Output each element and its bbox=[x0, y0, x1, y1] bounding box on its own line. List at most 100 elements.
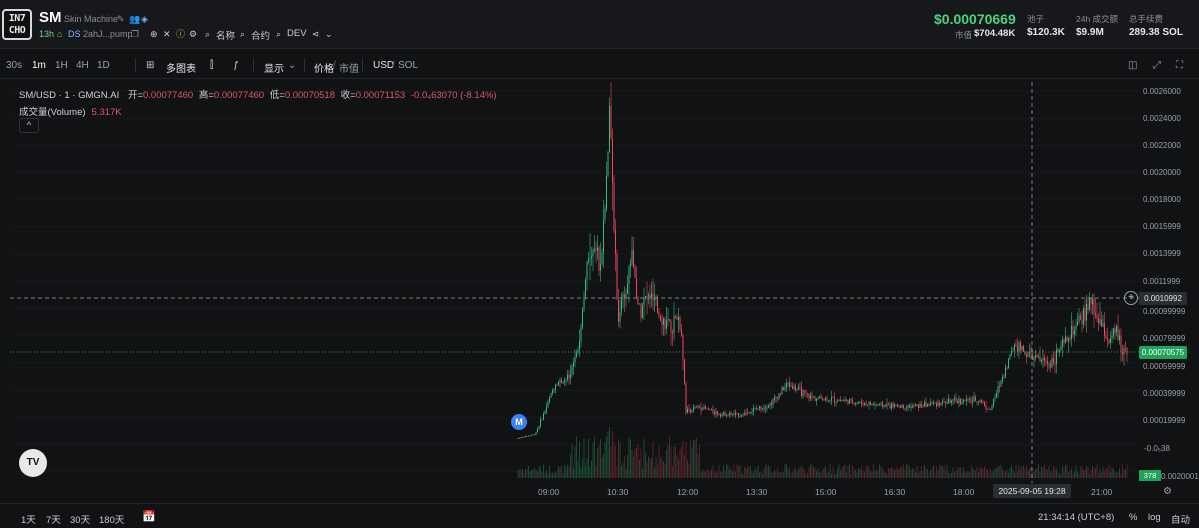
interval-1h[interactable]: 1H bbox=[55, 60, 68, 71]
percent-toggle[interactable]: % bbox=[1129, 512, 1138, 523]
candle-body bbox=[526, 435, 528, 437]
candle-body bbox=[792, 385, 793, 389]
volume-bar bbox=[607, 431, 609, 478]
indicators-icon[interactable]: ⫿ bbox=[210, 60, 214, 71]
add-chart-icon[interactable]: ⊞ bbox=[146, 60, 155, 71]
candle-body bbox=[538, 425, 540, 429]
collapse-legend-button[interactable]: ^ bbox=[19, 118, 39, 133]
share-icon[interactable]: ⋖ bbox=[312, 29, 320, 39]
chart-canvas[interactable] bbox=[10, 67, 1141, 483]
candle-body bbox=[717, 411, 718, 414]
camera-icon[interactable]: ◫ bbox=[1128, 60, 1138, 71]
usd-toggle[interactable]: USD bbox=[373, 60, 395, 71]
total-fees-label: 总手续费 bbox=[1129, 14, 1164, 24]
volume-bar bbox=[579, 440, 580, 478]
candle-body bbox=[898, 406, 900, 408]
volume-bar bbox=[751, 471, 753, 478]
candle-body bbox=[718, 413, 720, 415]
volume-bar bbox=[1018, 465, 1020, 478]
volume-bar bbox=[604, 442, 606, 478]
volume-bar bbox=[850, 473, 852, 478]
price-tick: 0.0015999 bbox=[1143, 222, 1181, 231]
volume-bar bbox=[1021, 466, 1023, 478]
clock[interactable]: 21:34:14 (UTC+8) bbox=[1038, 512, 1115, 523]
sol-toggle[interactable]: SOL bbox=[398, 60, 419, 71]
crosshair-price-label: 0.0010992 bbox=[1139, 292, 1187, 305]
volume-bar bbox=[670, 446, 672, 478]
volume-bar bbox=[783, 472, 784, 478]
candle-body bbox=[982, 402, 984, 404]
add-alert-icon[interactable]: + bbox=[1124, 291, 1138, 305]
interval-30s[interactable]: 30s bbox=[6, 60, 23, 71]
tradingview-logo[interactable]: TV bbox=[19, 449, 47, 477]
globe-icon[interactable]: ⊕ bbox=[150, 29, 158, 39]
candlestick-chart[interactable] bbox=[10, 67, 1141, 483]
market-cap-toggle[interactable]: 市值 bbox=[339, 64, 359, 75]
candle-body bbox=[889, 405, 891, 409]
calendar-icon[interactable]: 📅 bbox=[142, 511, 156, 523]
candle-body bbox=[1065, 336, 1066, 344]
candle-body bbox=[807, 393, 808, 394]
volume-bar bbox=[855, 469, 856, 478]
volume-bar bbox=[912, 468, 913, 478]
contract-search-chip[interactable]: 合约 bbox=[251, 31, 271, 42]
auto-toggle[interactable]: 自动 bbox=[1171, 515, 1191, 526]
multi-chart-button[interactable]: 多图表 bbox=[166, 64, 196, 75]
chevron-down-icon[interactable]: ⌄ bbox=[325, 29, 333, 39]
candle-body bbox=[1053, 358, 1054, 363]
range-180d[interactable]: 180天 bbox=[99, 515, 125, 526]
candle-body bbox=[919, 404, 921, 408]
settings-icon[interactable]: ⚙ bbox=[1163, 486, 1172, 497]
grid bbox=[10, 90, 1141, 473]
interval-1m[interactable]: 1m bbox=[32, 60, 46, 71]
candle-body bbox=[796, 389, 798, 391]
x-icon[interactable]: ✕ bbox=[163, 29, 171, 39]
fullscreen-icon[interactable]: ⛶ bbox=[1176, 60, 1183, 71]
volume-bar bbox=[1024, 468, 1026, 478]
range-7d[interactable]: 7天 bbox=[46, 515, 61, 526]
candle-body bbox=[1095, 313, 1096, 316]
log-toggle[interactable]: log bbox=[1148, 512, 1161, 523]
candle-body bbox=[894, 404, 895, 407]
volume-bar bbox=[1077, 471, 1078, 478]
volume-bar bbox=[843, 465, 844, 478]
candle-body bbox=[904, 407, 906, 409]
function-icon[interactable]: ƒ bbox=[233, 60, 239, 71]
copy-icon[interactable]: ❐ bbox=[131, 29, 140, 39]
dev-search-chip[interactable]: DEV bbox=[287, 28, 307, 39]
candle-body bbox=[702, 409, 703, 411]
expand-icon[interactable]: ⤢ bbox=[1153, 60, 1161, 71]
source-address[interactable]: 2ahJ...pump bbox=[83, 29, 133, 39]
candle-body bbox=[949, 399, 951, 404]
candle-body bbox=[996, 392, 997, 398]
volume-bar bbox=[781, 472, 783, 478]
range-30d[interactable]: 30天 bbox=[70, 515, 91, 526]
name-search-chip[interactable]: 名称 bbox=[216, 31, 236, 42]
volume-bar bbox=[1006, 468, 1008, 478]
candle-body bbox=[754, 408, 756, 410]
marker-badge[interactable]: M bbox=[511, 414, 527, 430]
candle-body bbox=[777, 397, 778, 399]
info-icon[interactable]: ⓘ bbox=[176, 29, 186, 39]
settings-icon[interactable]: ⚙ bbox=[189, 29, 198, 39]
candle-body bbox=[798, 386, 799, 390]
interval-4h[interactable]: 4H bbox=[76, 60, 89, 71]
volume-label: 成交量(Volume) bbox=[19, 107, 86, 118]
volume-24h-label: 24h 成交额 bbox=[1076, 14, 1119, 24]
candle-body bbox=[676, 317, 678, 320]
price-toggle[interactable]: 价格 bbox=[314, 64, 334, 75]
candle-body bbox=[1078, 315, 1080, 322]
display-menu[interactable]: 显示 bbox=[264, 64, 284, 75]
volume-bar bbox=[747, 465, 748, 478]
candle-body bbox=[967, 398, 969, 400]
candle-body bbox=[853, 402, 855, 404]
candle-body bbox=[666, 320, 667, 329]
candle-body bbox=[784, 386, 786, 391]
range-1d[interactable]: 1天 bbox=[21, 515, 36, 526]
price-axis[interactable]: 0.0026000 0.0024000 0.0022000 0.0020000 … bbox=[1141, 82, 1199, 483]
edit-icon[interactable]: ✎ bbox=[117, 14, 125, 24]
candle-body bbox=[825, 397, 826, 400]
chevron-down-icon[interactable]: ⌄ bbox=[288, 60, 297, 71]
candle-body bbox=[757, 408, 759, 410]
interval-1d[interactable]: 1D bbox=[97, 60, 110, 71]
